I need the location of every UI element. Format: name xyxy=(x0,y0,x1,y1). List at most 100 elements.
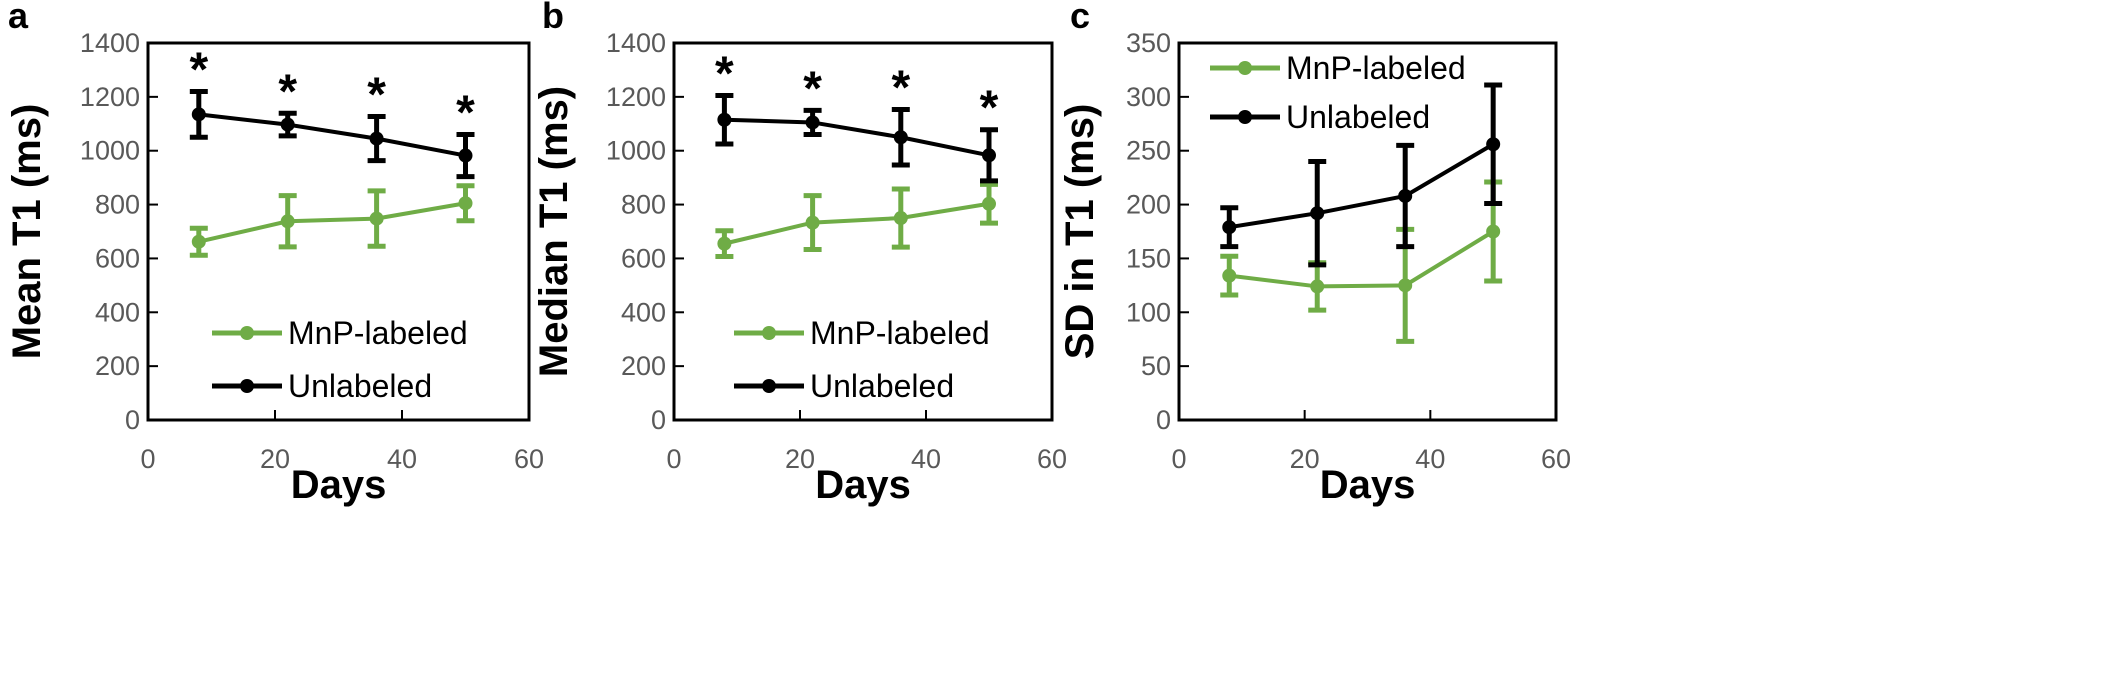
y-tick-label: 800 xyxy=(621,190,666,220)
significance-star: * xyxy=(367,69,386,122)
x-axis-label: Days xyxy=(1320,463,1416,507)
data-point xyxy=(280,214,295,229)
significance-star: * xyxy=(891,62,910,115)
y-tick-label: 150 xyxy=(1126,243,1171,273)
x-tick-label: 0 xyxy=(140,444,155,474)
data-point xyxy=(369,131,384,146)
data-point xyxy=(458,196,473,211)
y-tick-label: 400 xyxy=(95,297,140,327)
data-point xyxy=(191,107,206,122)
x-tick-label: 60 xyxy=(1037,444,1067,474)
y-tick-label: 800 xyxy=(95,190,140,220)
data-point xyxy=(1222,268,1237,283)
y-tick-label: 50 xyxy=(1141,351,1171,381)
x-tick-label: 40 xyxy=(1415,444,1445,474)
legend-label: MnP-labeled xyxy=(810,315,990,351)
legend: MnP-labeled Unlabeled xyxy=(734,315,990,404)
data-point xyxy=(1310,279,1325,294)
y-tick-label: 250 xyxy=(1126,136,1171,166)
y-tick-label: 300 xyxy=(1126,82,1171,112)
data-point xyxy=(1398,188,1413,203)
y-tick-label: 1400 xyxy=(80,28,140,58)
series-line xyxy=(198,201,466,244)
x-tick-label: 40 xyxy=(911,444,941,474)
legend-label: Unlabeled xyxy=(810,368,954,404)
y-tick-label: 0 xyxy=(125,405,140,435)
y-tick-label: 1200 xyxy=(606,82,666,112)
legend-label: Unlabeled xyxy=(1286,99,1430,135)
x-tick-label: 20 xyxy=(785,444,815,474)
data-point xyxy=(893,130,908,145)
series-1 xyxy=(715,93,998,184)
y-axis-label: SD in T1 (ms) xyxy=(1058,104,1102,360)
series-1 xyxy=(1220,82,1503,268)
y-tick-label: 1200 xyxy=(80,82,140,112)
data-point xyxy=(1310,206,1325,221)
x-tick-label: 60 xyxy=(1541,444,1571,474)
x-tick-label: 40 xyxy=(387,444,417,474)
panel-c: c 0 50 100 150 200 250 300 350 0 20 40 60 SD in T1 (m… xyxy=(1058,0,1571,507)
y-tick-label: 1000 xyxy=(80,136,140,166)
data-point xyxy=(1222,220,1237,235)
significance-star: * xyxy=(456,87,475,140)
legend-label: MnP-labeled xyxy=(288,315,468,351)
y-tick-label: 100 xyxy=(1126,297,1171,327)
data-point xyxy=(982,196,996,211)
data-point xyxy=(717,112,732,127)
y-tick-label: 0 xyxy=(651,405,666,435)
legend-marker xyxy=(762,379,776,393)
data-point xyxy=(191,234,206,249)
legend: MnP-labeled Unlabeled xyxy=(1210,50,1466,135)
legend-marker xyxy=(1238,61,1252,75)
panel-letter: c xyxy=(1070,0,1090,36)
data-point xyxy=(1486,224,1501,239)
series-line xyxy=(1229,229,1495,289)
y-tick-label: 350 xyxy=(1126,28,1171,58)
legend-marker xyxy=(240,326,254,340)
series-0 xyxy=(715,181,998,260)
x-tick-label: 20 xyxy=(1290,444,1320,474)
panel-letter: b xyxy=(542,0,564,36)
y-tick-label: 400 xyxy=(621,297,666,327)
plot-frame xyxy=(146,41,531,422)
significance-star: * xyxy=(278,65,297,118)
x-tick-label: 60 xyxy=(514,444,544,474)
data-point xyxy=(280,117,295,132)
x-axis-label: Days xyxy=(815,463,911,507)
panel-a: a 0 200 400 600 800 1000 1200 1400 0 20 40 60 Mean T1… xyxy=(5,0,544,507)
legend-label: MnP-labeled xyxy=(1286,50,1466,86)
panel-b: b 0 200 400 600 800 1000 1200 1400 0 20 40 60 Median … xyxy=(532,0,1067,507)
data-point xyxy=(805,115,820,130)
y-tick-label: 200 xyxy=(621,351,666,381)
y-tick-label: 600 xyxy=(95,243,140,273)
y-axis-label: Mean T1 (ms) xyxy=(5,104,49,360)
y-axis-label: Median T1 (ms) xyxy=(532,86,576,377)
y-tick-label: 200 xyxy=(95,351,140,381)
y-tick-label: 1400 xyxy=(606,28,666,58)
plot-frame xyxy=(672,41,1054,422)
y-tick-label: 600 xyxy=(621,243,666,273)
series-line xyxy=(1228,142,1495,230)
x-tick-label: 0 xyxy=(666,444,681,474)
data-point xyxy=(458,148,473,163)
series-line xyxy=(724,117,990,158)
significance-star: * xyxy=(189,43,208,96)
legend-marker xyxy=(240,379,254,393)
data-point xyxy=(805,215,820,230)
data-point xyxy=(893,211,908,226)
significance-star: * xyxy=(803,62,822,115)
significance-star: * xyxy=(715,48,734,101)
data-point xyxy=(1398,278,1413,293)
series-0 xyxy=(189,183,475,258)
legend-marker xyxy=(1238,110,1252,124)
data-point xyxy=(1486,137,1501,152)
series-line xyxy=(198,112,466,158)
legend-marker xyxy=(762,326,776,340)
y-tick-label: 0 xyxy=(1156,405,1171,435)
legend-label: Unlabeled xyxy=(288,368,432,404)
series-line xyxy=(723,201,990,246)
significance-star: * xyxy=(980,82,999,135)
x-tick-label: 20 xyxy=(260,444,290,474)
data-point xyxy=(369,211,384,226)
